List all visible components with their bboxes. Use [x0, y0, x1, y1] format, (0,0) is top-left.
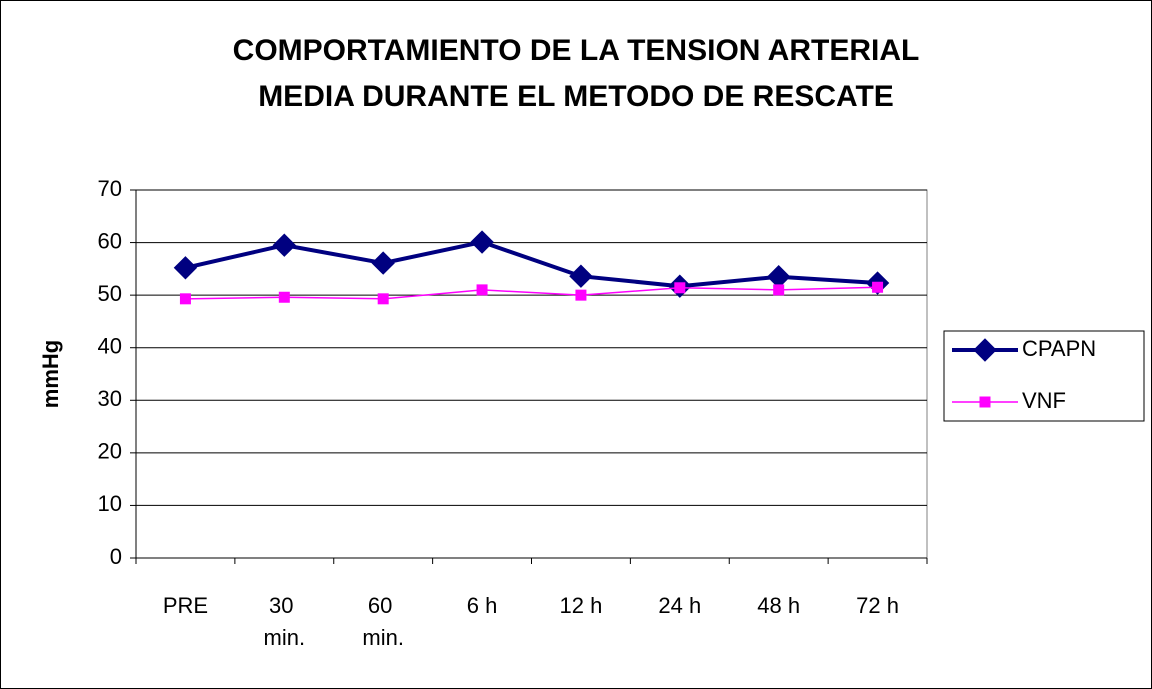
chart-title: MEDIA DURANTE EL METODO DE RESCATE	[258, 80, 894, 113]
x-tick-label: 12 h	[560, 593, 603, 618]
y-tick-label: 0	[110, 544, 122, 569]
y-tick-label: 10	[98, 491, 122, 516]
point	[173, 256, 198, 280]
point	[272, 233, 297, 257]
y-tick-label: 30	[98, 386, 122, 411]
point	[674, 282, 686, 294]
point	[569, 264, 593, 288]
legend-label: VNF	[1022, 388, 1066, 413]
x-tick-label: 60 min.	[362, 593, 404, 650]
point	[773, 284, 785, 296]
point	[278, 291, 290, 303]
point	[979, 396, 991, 408]
y-axis-label: mmHg	[38, 340, 63, 408]
point	[371, 251, 395, 275]
x-tick-label: 48 h	[757, 593, 800, 618]
y-tick-label: 60	[98, 228, 122, 253]
y-tick-label: 40	[98, 334, 122, 359]
point	[179, 293, 191, 305]
series-line	[185, 286, 878, 300]
y-tick-label: 50	[98, 281, 122, 306]
point	[470, 230, 494, 254]
series-line	[184, 239, 878, 289]
x-tick-label: 6 h	[467, 593, 498, 618]
plot-area	[135, 189, 928, 559]
point	[973, 338, 997, 362]
point	[575, 289, 587, 301]
x-tick-label: 72 h	[856, 593, 899, 618]
x-tick-label: PRE	[163, 593, 208, 618]
legend-label: CPAPN	[1022, 336, 1096, 361]
y-tick-label: 70	[98, 176, 122, 201]
point	[377, 293, 389, 305]
chart-title: COMPORTAMIENTO DE LA TENSION ARTERIAL	[233, 34, 920, 67]
point	[476, 284, 488, 296]
x-tick-label: 30 min.	[264, 593, 306, 650]
point	[872, 281, 884, 293]
y-tick-label: 20	[98, 439, 122, 464]
x-tick-label: 24 h	[658, 593, 701, 618]
